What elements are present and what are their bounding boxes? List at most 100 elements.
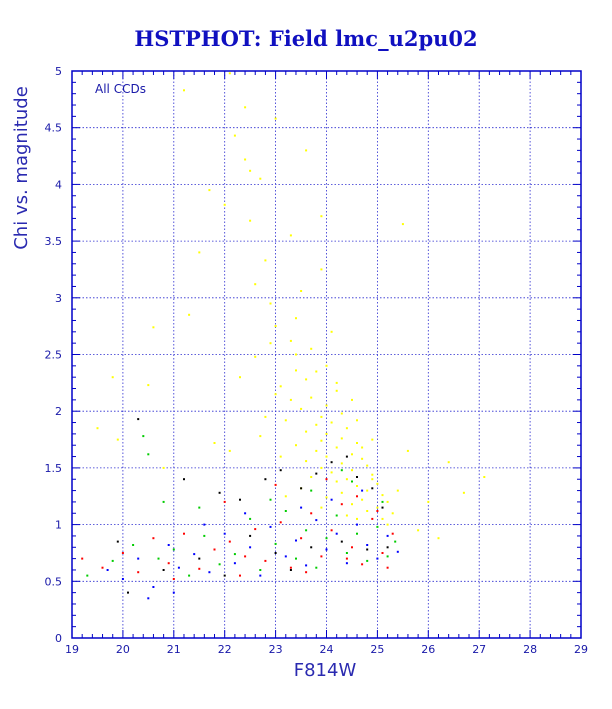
axis-ticks: 19 20 21 22 23 24 25 26 27 28 29 0 0.5 1 1.5 2 2.5 3 3.5 4 4…: [45, 65, 589, 656]
data-point: [264, 478, 267, 481]
data-point: [394, 540, 397, 543]
data-point: [340, 469, 343, 472]
data-point: [259, 435, 262, 438]
x-tick-label: 23: [269, 643, 283, 656]
data-point: [386, 500, 389, 503]
y-tick-label: 3: [55, 292, 62, 305]
data-point: [244, 106, 247, 109]
data-point: [325, 478, 328, 481]
data-point: [330, 421, 333, 424]
data-point: [386, 523, 389, 526]
data-point: [310, 512, 313, 515]
data-point: [239, 498, 241, 501]
data-point: [340, 491, 343, 494]
data-point: [325, 364, 328, 367]
data-point: [447, 461, 450, 464]
data-point: [295, 444, 297, 447]
data-point: [340, 540, 343, 543]
data-point: [188, 574, 191, 577]
data-point: [396, 550, 399, 553]
annotation-label: All CCDs: [95, 82, 146, 96]
data-point: [320, 439, 323, 442]
data-point: [233, 562, 236, 565]
data-point: [127, 591, 129, 594]
data-point: [325, 455, 328, 458]
data-point: [315, 472, 318, 475]
data-point: [376, 557, 379, 560]
data-point: [325, 404, 328, 407]
data-point: [96, 427, 99, 430]
data-point: [284, 510, 287, 512]
data-point: [351, 503, 353, 506]
data-point: [391, 532, 394, 535]
data-point: [116, 540, 119, 543]
data-point: [371, 487, 374, 490]
data-point: [315, 449, 318, 452]
data-point: [325, 496, 328, 499]
x-tick-label: 26: [421, 643, 435, 656]
data-point: [244, 158, 247, 161]
data-point: [295, 539, 297, 542]
data-point: [223, 203, 226, 206]
data-point: [289, 234, 292, 237]
data-point: [340, 412, 343, 415]
x-tick-label: 28: [523, 643, 537, 656]
data-point: [121, 578, 124, 580]
y-tick-label: 1.5: [45, 462, 63, 475]
data-point: [152, 326, 155, 329]
data-point: [320, 268, 323, 271]
data-point: [147, 597, 150, 600]
data-point: [310, 347, 313, 350]
data-point: [361, 457, 364, 460]
data-point: [345, 552, 348, 554]
data-point: [249, 517, 252, 520]
data-point: [427, 500, 430, 503]
data-point: [264, 559, 267, 562]
x-tick-label: 20: [116, 643, 130, 656]
data-point: [249, 169, 252, 172]
data-point: [351, 453, 353, 456]
data-point: [81, 557, 84, 560]
data-point: [254, 355, 257, 358]
data-point: [269, 342, 272, 345]
data-point: [315, 423, 318, 426]
data-point: [361, 489, 364, 492]
data-point: [381, 500, 384, 503]
x-tick-label: 22: [218, 643, 232, 656]
data-point: [167, 562, 170, 565]
data-point: [335, 514, 338, 517]
data-point: [279, 455, 282, 458]
data-point: [305, 529, 308, 532]
data-point: [116, 438, 119, 441]
data-point: [300, 290, 303, 292]
data-point: [386, 534, 389, 537]
data-point: [462, 491, 465, 494]
data-point: [198, 506, 201, 509]
y-tick-label: 4: [55, 178, 62, 191]
data-point: [147, 453, 150, 456]
data-point: [289, 566, 292, 569]
data-point: [147, 384, 150, 387]
data-point: [300, 487, 303, 490]
data-point: [366, 548, 369, 551]
data-point: [320, 215, 323, 218]
data-point: [274, 325, 277, 328]
data-point: [254, 283, 257, 286]
data-point: [137, 418, 140, 421]
data-point: [162, 569, 165, 571]
data-point: [289, 398, 292, 401]
data-point: [269, 302, 272, 305]
data-point: [371, 478, 374, 481]
data-point: [274, 393, 277, 396]
data-point: [208, 189, 211, 192]
data-point: [330, 498, 333, 501]
data-point: [325, 537, 328, 540]
data-point: [289, 569, 292, 571]
data-point: [376, 482, 379, 485]
data-point: [345, 562, 348, 565]
data-point: [213, 442, 216, 444]
data-point: [315, 519, 318, 522]
data-point: [269, 498, 272, 501]
data-point: [111, 376, 114, 379]
